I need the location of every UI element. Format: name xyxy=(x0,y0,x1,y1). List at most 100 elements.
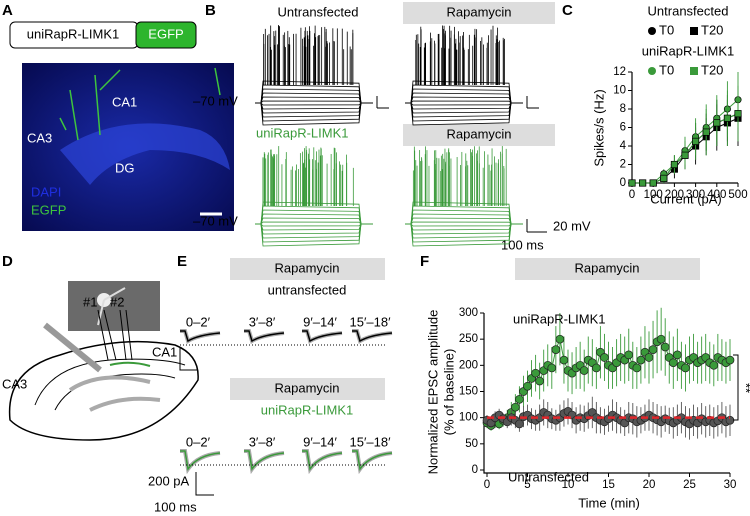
scale-bars xyxy=(376,96,547,233)
marker xyxy=(734,110,742,118)
marker xyxy=(668,358,678,368)
trace-mean xyxy=(180,450,221,471)
trace-mean xyxy=(352,450,393,471)
scale-label: 20 mV xyxy=(553,218,591,233)
stain-label: DAPI xyxy=(31,184,61,199)
window-label: 3′–8′ xyxy=(249,434,276,449)
x-tick-label: 20 xyxy=(643,479,656,491)
marker xyxy=(725,355,735,365)
legend-group: Untransfected xyxy=(648,3,729,18)
marker xyxy=(579,366,589,375)
y-tick-label: 0 xyxy=(620,177,626,189)
neurons xyxy=(59,67,221,141)
y-tick-label: 4 xyxy=(620,140,627,152)
marker xyxy=(523,381,532,391)
window-label: 9′–14′ xyxy=(303,434,337,449)
scale-label: 100 ms xyxy=(154,499,197,514)
marker xyxy=(660,342,670,352)
marker xyxy=(555,334,565,344)
legend-label: T0 xyxy=(659,22,674,37)
region-label: DG xyxy=(115,160,135,175)
series-label: uniRapR-LIMK1 xyxy=(513,311,606,326)
marker xyxy=(535,376,545,386)
region-label: CA3 xyxy=(27,130,52,145)
trace xyxy=(255,201,373,225)
x-tick-label: 15 xyxy=(602,479,615,491)
potential-label: –70 mV xyxy=(193,93,238,108)
legend-group: uniRapR-LIMK1 xyxy=(642,43,735,58)
x-tick-label: 25 xyxy=(683,479,696,491)
trace xyxy=(255,223,373,227)
stim-electrode xyxy=(43,322,102,373)
legend-marker xyxy=(648,27,656,35)
trace-mean xyxy=(244,330,285,343)
y-tick-label: 6 xyxy=(620,122,626,134)
traces xyxy=(255,25,523,247)
dentate-gyrus xyxy=(68,375,161,412)
y-tick-label: 150 xyxy=(459,386,478,398)
marker xyxy=(510,402,520,412)
hippocampus-signal xyxy=(60,123,230,185)
trace xyxy=(255,102,373,110)
marker xyxy=(636,355,646,365)
window-label: 0–2′ xyxy=(186,314,211,329)
legend-label: T20 xyxy=(701,62,723,77)
panel-label: F xyxy=(420,253,429,270)
marker xyxy=(660,174,668,182)
treatment-box xyxy=(403,2,555,24)
marker xyxy=(656,334,666,344)
construct-name: uniRapR-LIMK1 xyxy=(27,26,120,41)
trace xyxy=(405,221,523,225)
scale-label: 100 ms xyxy=(501,237,544,252)
trace xyxy=(255,221,373,225)
trace xyxy=(255,217,373,225)
trace xyxy=(405,102,523,106)
condition-label: uniRapR-LIMK1 xyxy=(256,125,349,140)
y-tick-label: 100 xyxy=(459,412,478,424)
y-tick-label: 2 xyxy=(620,159,626,171)
y-axis-label: (% of baseline) xyxy=(441,349,456,436)
x-tick-label: 300 xyxy=(686,189,705,201)
legend-marker xyxy=(690,67,698,75)
legend-label: T20 xyxy=(701,22,723,37)
marker xyxy=(639,179,647,187)
window-label: 3′–8′ xyxy=(249,314,276,329)
trace xyxy=(405,100,523,104)
window-label: 0–2′ xyxy=(186,434,211,449)
cell-layer xyxy=(34,358,186,411)
significance-label: ** xyxy=(739,383,750,393)
trace xyxy=(255,96,373,104)
panel-label: C xyxy=(562,2,573,19)
marker xyxy=(551,345,561,354)
trace xyxy=(405,223,523,227)
scale-label: 200 pA xyxy=(148,473,190,488)
treatment-box xyxy=(230,258,385,280)
marker xyxy=(681,151,689,159)
marker xyxy=(547,363,557,373)
treatment-box xyxy=(403,124,555,146)
trace xyxy=(255,223,373,247)
legend-marker xyxy=(648,67,656,75)
electrode-label: #1 xyxy=(83,294,97,309)
region-label: CA1 xyxy=(112,94,137,109)
scale-bars xyxy=(179,348,198,371)
series-label: Untransfected xyxy=(508,469,589,484)
window-label: 15′–18′ xyxy=(349,314,391,329)
trace xyxy=(405,96,523,104)
y-axis-label: Spikes/s (Hz) xyxy=(591,89,606,166)
marker xyxy=(649,179,657,187)
marker xyxy=(713,119,721,127)
y-tick-label: 250 xyxy=(459,333,478,345)
neuron-image xyxy=(68,281,160,331)
y-axis-label: Normalized EPSC amplitude xyxy=(425,310,440,475)
marker xyxy=(648,345,658,354)
construct-tag xyxy=(135,21,197,49)
trace xyxy=(405,102,523,110)
marker xyxy=(531,368,540,378)
x-tick-label: 10 xyxy=(562,479,575,491)
marker xyxy=(632,363,642,373)
trace-mean xyxy=(180,330,221,343)
hippocampus-outline xyxy=(8,340,199,441)
trace xyxy=(405,201,523,225)
legend-label: T0 xyxy=(659,62,674,77)
